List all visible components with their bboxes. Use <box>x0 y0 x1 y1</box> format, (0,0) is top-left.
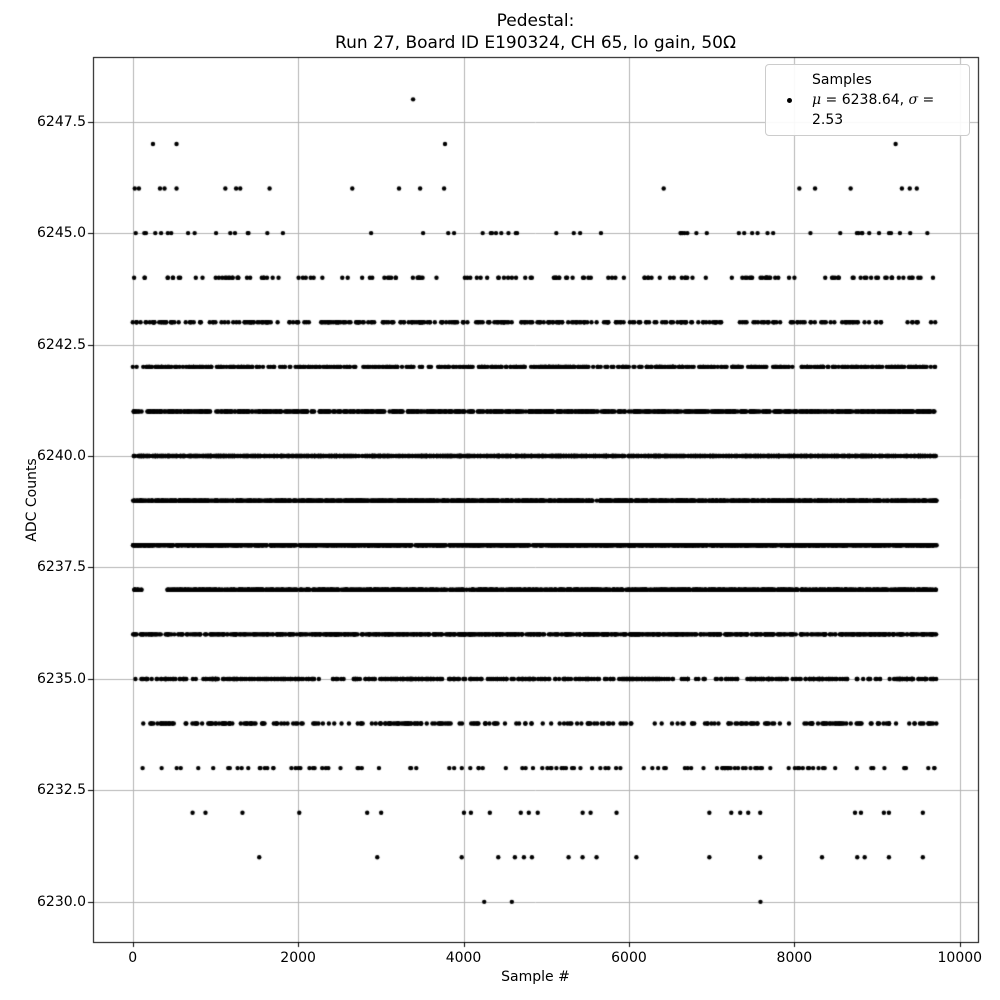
x-axis-label: Sample # <box>501 969 570 985</box>
legend-text: Samples μ = 6238.64, σ = 2.53 <box>812 70 961 130</box>
legend-sigma-symbol: σ <box>908 92 919 108</box>
y-tick-label-6242.5: 6242.5 <box>37 336 86 353</box>
chart-title: Pedestal: Run 27, Board ID E190324, CH 6… <box>93 10 978 54</box>
chart-title-line-1: Pedestal: <box>496 11 575 31</box>
x-tick-label-4000: 4000 <box>445 950 482 966</box>
y-axis-label: ADC Counts <box>24 458 40 542</box>
legend-marker-column <box>766 97 812 103</box>
legend-mu-symbol: μ <box>812 92 822 108</box>
x-tick-label-2000: 2000 <box>280 950 316 966</box>
legend-mu-value: = 6238.64, <box>821 92 909 108</box>
y-tick-label-6240.0: 6240.0 <box>37 448 86 465</box>
legend-sigma-value: = 2.53 <box>812 92 935 128</box>
x-tick-label-6000: 6000 <box>611 950 647 966</box>
legend: Samples μ = 6238.64, σ = 2.53 <box>765 64 970 136</box>
y-tick-label-6230.0: 6230.0 <box>37 893 86 910</box>
y-tick-label-6245.0: 6245.0 <box>37 225 86 242</box>
x-tick-label-0: 0 <box>128 950 138 966</box>
y-tick-label-6247.5: 6247.5 <box>37 113 86 130</box>
legend-sample-marker-dot <box>786 97 792 103</box>
x-tick-label-10000: 10000 <box>937 950 983 966</box>
y-tick-label-6235.0: 6235.0 <box>37 670 86 687</box>
x-tick-label-8000: 8000 <box>776 950 813 966</box>
y-tick-label-6237.5: 6237.5 <box>37 559 86 576</box>
chart-title-line-2: Run 27, Board ID E190324, CH 65, lo gain… <box>335 33 736 53</box>
y-tick-label-6232.5: 6232.5 <box>37 782 86 799</box>
legend-label-samples: Samples <box>812 72 872 88</box>
legend-label-stats: μ = 6238.64, σ = 2.53 <box>812 90 961 130</box>
